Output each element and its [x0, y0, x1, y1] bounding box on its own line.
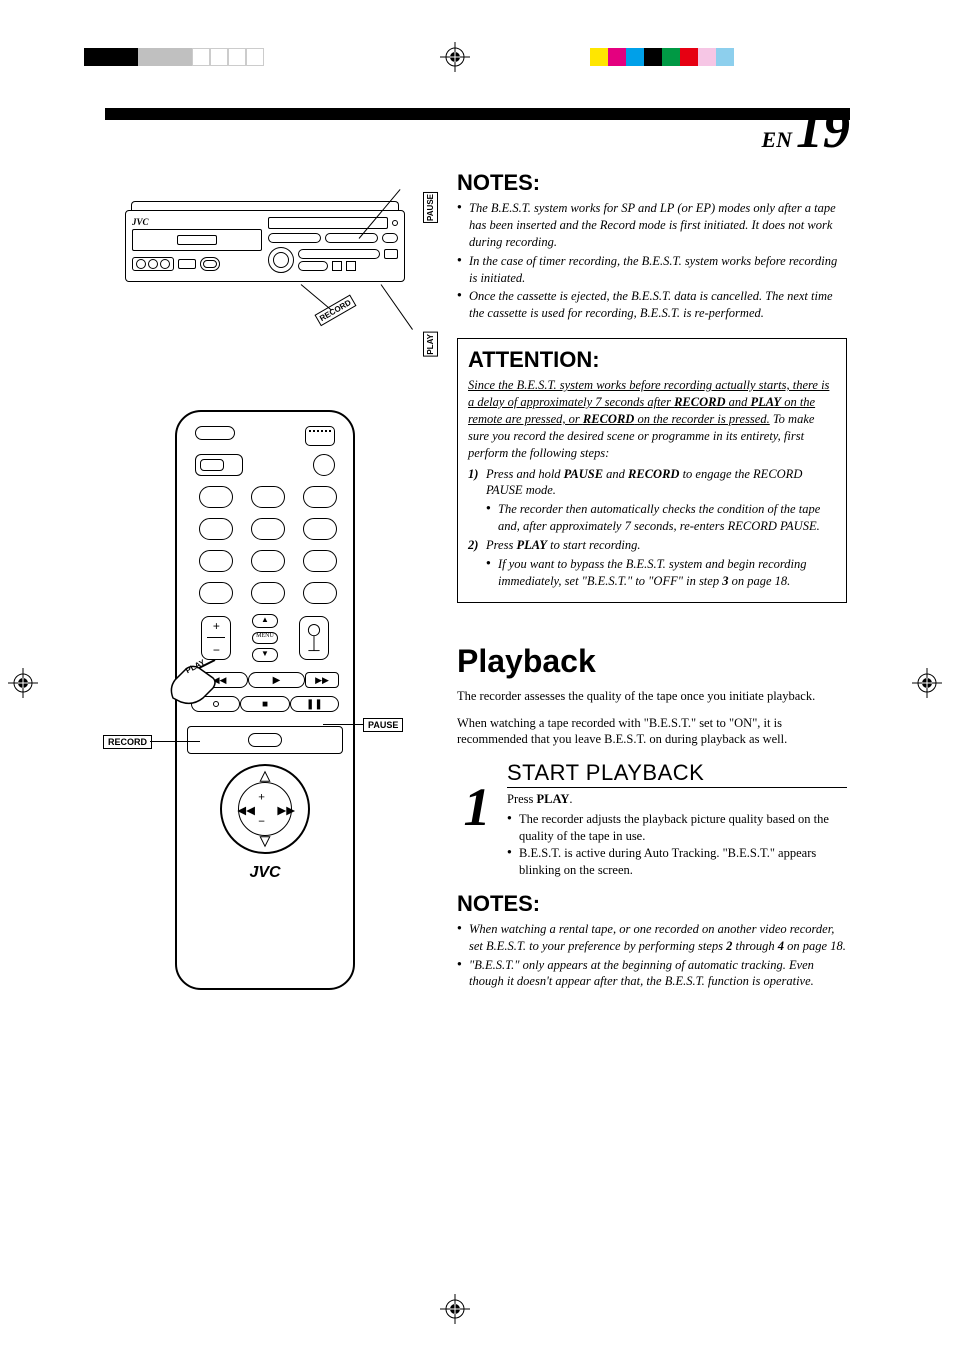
header-rule — [105, 108, 850, 120]
remote-brand-label: JVC — [177, 864, 353, 882]
attention-heading: ATTENTION: — [468, 347, 836, 373]
attention-box: ATTENTION: Since the B.E.S.T. system wor… — [457, 338, 847, 603]
notes1-list: The B.E.S.T. system works for SP and LP … — [457, 200, 847, 322]
vcr-pause-label: PAUSE — [423, 192, 438, 223]
notes1-item: Once the cassette is ejected, the B.E.S.… — [457, 288, 847, 322]
registration-crosshair-icon — [440, 42, 470, 72]
step-bullet: The recorder adjusts the playback pictur… — [507, 811, 847, 845]
playback-step: 1 START PLAYBACK Press PLAY. The recorde… — [457, 760, 847, 879]
vcr-brand-label: JVC — [132, 217, 262, 227]
vcr-play-label: PLAY — [423, 332, 438, 357]
svg-text:+: + — [258, 791, 265, 803]
svg-text:◀◀: ◀◀ — [237, 805, 255, 817]
notes2-list: When watching a rental tape, or one reco… — [457, 921, 847, 991]
page-number-prefix: EN — [761, 127, 792, 153]
notes1-item: The B.E.S.T. system works for SP and LP … — [457, 200, 847, 251]
attention-intro: Since the B.E.S.T. system works before r… — [468, 377, 836, 461]
remote-illustration: +− ▲ MENU ▼ ◀◀ ▶ ▶▶ — [105, 400, 435, 1010]
playback-p2: When watching a tape recorded with "B.E.… — [457, 715, 847, 749]
step-title: START PLAYBACK — [507, 760, 847, 788]
registration-crosshair-icon — [912, 668, 942, 698]
step-number: 1 — [457, 760, 497, 879]
svg-text:▶▶: ▶▶ — [277, 805, 295, 817]
vcr-illustration: JVC — [105, 170, 435, 390]
color-bars — [590, 48, 734, 66]
attention-step: 2) Press PLAY to start recording. If you… — [468, 537, 836, 590]
notes2-item: "B.E.S.T." only appears at the beginning… — [457, 957, 847, 991]
notes2-item: When watching a rental tape, or one reco… — [457, 921, 847, 955]
step-bullet: B.E.S.T. is active during Auto Tracking.… — [507, 845, 847, 879]
step-action: Press PLAY. — [507, 792, 847, 807]
registration-crosshair-icon — [440, 1294, 470, 1324]
page-number: EN 19 — [761, 102, 850, 156]
registration-crosshair-icon — [8, 668, 38, 698]
attention-step: 1) Press and hold PAUSE and RECORD to en… — [468, 466, 836, 536]
notes1-item: In the case of timer recording, the B.E.… — [457, 253, 847, 287]
page-number-value: 19 — [796, 102, 850, 156]
notes2-heading: NOTES: — [457, 891, 847, 917]
playback-heading: Playback — [457, 643, 847, 680]
notes1-heading: NOTES: — [457, 170, 847, 196]
remote-record-label: RECORD — [103, 735, 152, 749]
playback-p1: The recorder assesses the quality of the… — [457, 688, 847, 705]
page-content: EN 19 JVC — [105, 108, 850, 1010]
grayscale-bars — [84, 48, 264, 66]
remote-pause-label: PAUSE — [363, 718, 403, 732]
svg-text:−: − — [258, 816, 265, 828]
